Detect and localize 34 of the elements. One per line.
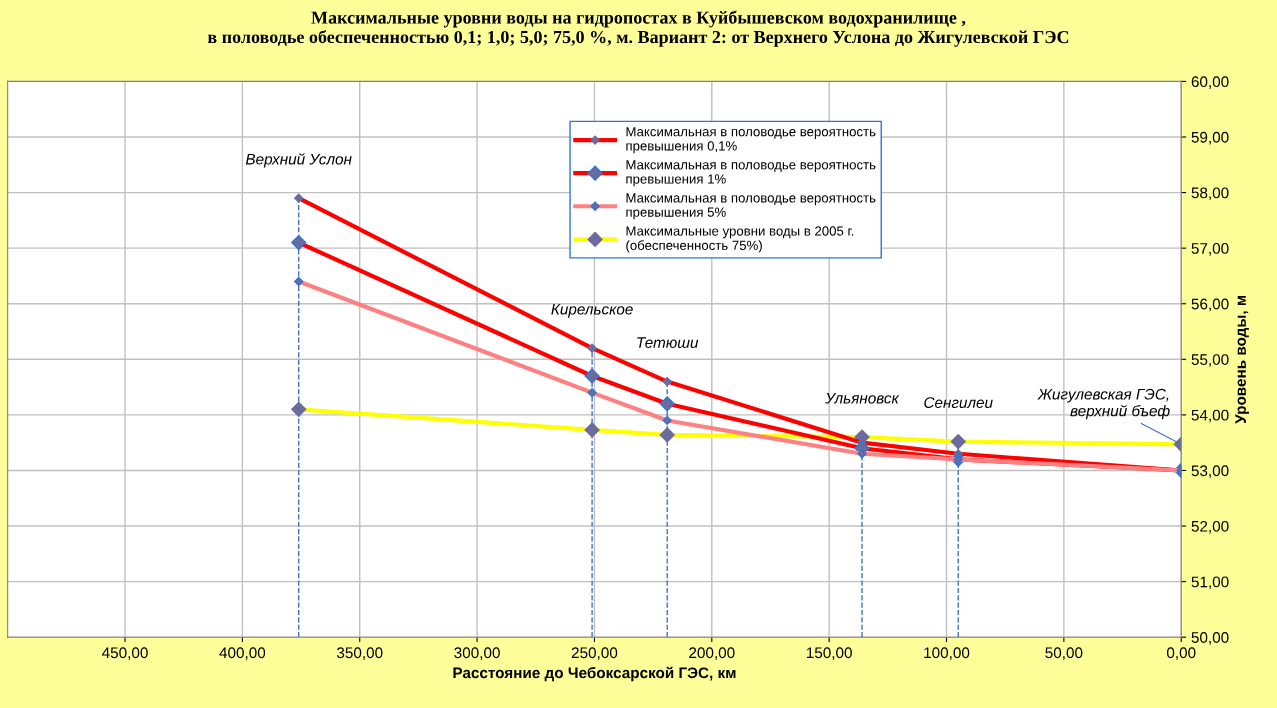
y-tick-label: 55,00 <box>1191 354 1229 367</box>
x-axis-title: Расстояние до Чебоксарской ГЭС, км <box>453 666 736 682</box>
x-tick-label: 150,00 <box>806 647 852 660</box>
y-tick-label: 51,00 <box>1191 576 1229 590</box>
x-tick-label: 350,00 <box>336 647 383 660</box>
legend-label: Максимальная в половодье вероятность превышения 5% <box>626 193 876 220</box>
x-tick-label: 450,00 <box>102 647 148 660</box>
y-tick-label: 60,00 <box>1191 76 1229 89</box>
x-tick-label: 400,00 <box>219 647 266 660</box>
x-tick-label: 0,00 <box>1166 647 1196 660</box>
annotation: Ульяновск <box>825 392 900 404</box>
y-tick-label: 57,00 <box>1191 243 1229 256</box>
x-tick-label: 300,00 <box>454 647 500 660</box>
annotation: Сенгилеи <box>924 397 993 408</box>
chart-title: Максимальные уровни воды на гидропостах в Куйбышевском водохранилище , в половодье обеспеченностью 0,1; 1,0; 5,0; 75,0 %, м. Вариант 2: от Верхнего Услона до Жигулевской ГЭС <box>207 10 1069 47</box>
legend-label: Максимальные уровни воды в 2005 г. (обеспеченность 75%) <box>626 226 854 253</box>
x-tick-label: 50,00 <box>1045 647 1083 660</box>
y-tick-label: 52,00 <box>1191 520 1229 534</box>
legend-label: Максимальная в половодье вероятность превышения 1% <box>626 160 876 187</box>
legend-label: Максимальная в половодье вероятность превышения 0,1% <box>626 127 876 154</box>
y-tick-label: 58,00 <box>1191 187 1229 201</box>
annotation: Кирельское <box>551 303 633 318</box>
x-tick-label: 200,00 <box>689 647 735 660</box>
annotation: Тетюши <box>637 337 699 348</box>
y-tick-label: 53,00 <box>1191 465 1229 478</box>
y-tick-label: 59,00 <box>1191 131 1229 145</box>
y-axis-title: Уровень воды, м <box>1235 295 1249 424</box>
annotation: Верхний Услон <box>245 153 352 168</box>
y-tick-label: 54,00 <box>1191 409 1229 423</box>
x-tick-label: 250,00 <box>571 647 618 660</box>
y-tick-label: 56,00 <box>1191 298 1229 312</box>
y-tick-label: 50,00 <box>1191 632 1229 645</box>
annotation: Жигулевская ГЭС, верхний бъеф <box>1037 388 1170 420</box>
x-tick-label: 100,00 <box>924 647 970 660</box>
